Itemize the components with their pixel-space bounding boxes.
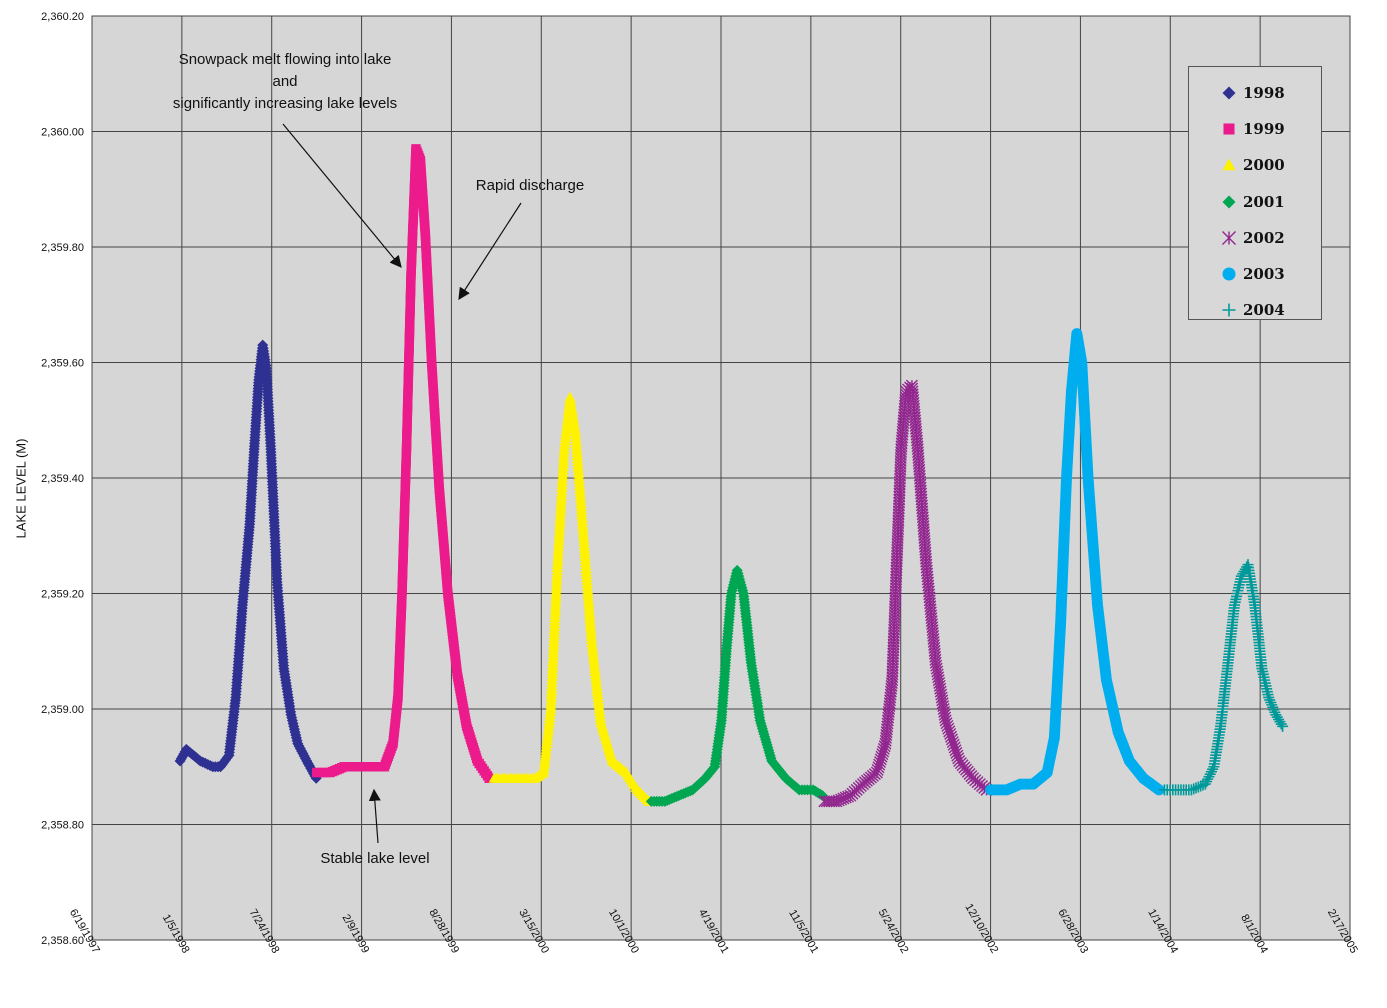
arrow-rapid-discharge	[458, 202, 522, 301]
data-point	[1222, 86, 1236, 100]
data-point	[1222, 303, 1236, 317]
circle-marker-icon	[1222, 267, 1236, 281]
series-1998	[174, 339, 322, 784]
legend-item-1998: 1998	[1189, 75, 1321, 111]
data-point	[1185, 784, 1197, 796]
data-point	[1222, 267, 1236, 281]
arrow-stable-level	[368, 788, 381, 844]
data-point	[1202, 773, 1214, 785]
plus-marker-icon	[1222, 303, 1236, 317]
data-point	[1270, 709, 1282, 721]
annotation-rapid-discharge: Rapid discharge	[475, 177, 585, 194]
data-point	[1207, 763, 1219, 775]
data-point	[1222, 158, 1236, 171]
arrow-snowpack	[282, 123, 402, 268]
y-tick-label: 2,359.60	[41, 358, 84, 370]
legend-item-1999: 1999	[1189, 111, 1321, 147]
data-point	[1269, 706, 1281, 718]
data-point	[1274, 716, 1286, 728]
data-point	[1195, 780, 1207, 792]
legend-item-2000: 2000	[1189, 147, 1321, 183]
data-point	[1222, 230, 1236, 245]
series-2001	[645, 564, 829, 807]
legend-item-2003: 2003	[1189, 256, 1321, 292]
series-2000	[488, 391, 655, 806]
legend-label: 1998	[1243, 84, 1285, 103]
data-point	[1268, 704, 1280, 716]
legend-item-2001: 2001	[1189, 184, 1321, 220]
y-tick-label: 2,359.00	[41, 704, 84, 716]
y-tick-label: 2,358.80	[41, 820, 84, 832]
data-point	[1190, 782, 1202, 794]
series-1999	[311, 144, 494, 783]
legend-label: 2004	[1243, 301, 1285, 320]
data-point	[1204, 768, 1216, 780]
data-point	[1263, 691, 1275, 703]
data-point	[1222, 195, 1236, 209]
data-point	[1264, 694, 1276, 706]
data-point	[1199, 778, 1211, 790]
data-point	[1223, 123, 1235, 135]
data-point	[1205, 766, 1217, 778]
legend-item-2002: 2002	[1189, 220, 1321, 256]
data-point	[1273, 713, 1285, 725]
annotation-arrows	[282, 123, 522, 844]
data-point	[1266, 699, 1278, 711]
legend: 1998 1999 2000 2001 2002 2003 2004	[1188, 66, 1322, 320]
annotation-snowpack: Snowpack melt flowing into lake and sign…	[172, 51, 398, 112]
data-points	[174, 144, 1289, 808]
data-point	[1188, 783, 1200, 795]
legend-label: 1999	[1243, 120, 1285, 139]
diamond-marker-icon	[1222, 86, 1236, 100]
data-point	[1277, 720, 1289, 732]
data-point	[1267, 701, 1279, 713]
data-point	[484, 773, 494, 783]
data-point	[1192, 781, 1204, 793]
square-marker-icon	[1223, 123, 1235, 135]
triangle-marker-icon	[1222, 158, 1236, 171]
y-tick-label: 2,359.40	[41, 473, 84, 485]
y-tick-label: 2,360.20	[41, 11, 84, 23]
series-2004	[1158, 559, 1289, 796]
asterisk-marker-icon	[1222, 230, 1236, 245]
series-2002	[818, 379, 993, 808]
legend-label: 2003	[1243, 265, 1285, 284]
gridlines	[92, 16, 1350, 940]
y-axis-label: LAKE LEVEL (M)	[13, 438, 29, 539]
y-axis-ticks: 2,358.60 2,358.80 2,359.00 2,359.20 2,359.40…	[41, 11, 84, 947]
y-tick-label: 2,358.60	[41, 935, 84, 947]
diamond-marker-icon	[1222, 195, 1236, 209]
y-tick-label: 2,359.80	[41, 242, 84, 254]
legend-label: 2002	[1243, 228, 1285, 247]
legend-label: 2001	[1243, 192, 1285, 211]
data-point	[1271, 711, 1283, 723]
series-2003	[985, 328, 1165, 796]
legend-label: 2000	[1243, 156, 1285, 175]
y-tick-label: 2,360.00	[41, 127, 84, 139]
data-point	[1203, 771, 1215, 783]
y-tick-label: 2,359.20	[41, 589, 84, 601]
data-point	[1275, 718, 1287, 730]
data-point	[1265, 696, 1277, 708]
annotation-stable-level: Stable lake level	[320, 850, 430, 867]
legend-item-2004: 2004	[1189, 292, 1321, 328]
data-point	[1201, 776, 1213, 788]
